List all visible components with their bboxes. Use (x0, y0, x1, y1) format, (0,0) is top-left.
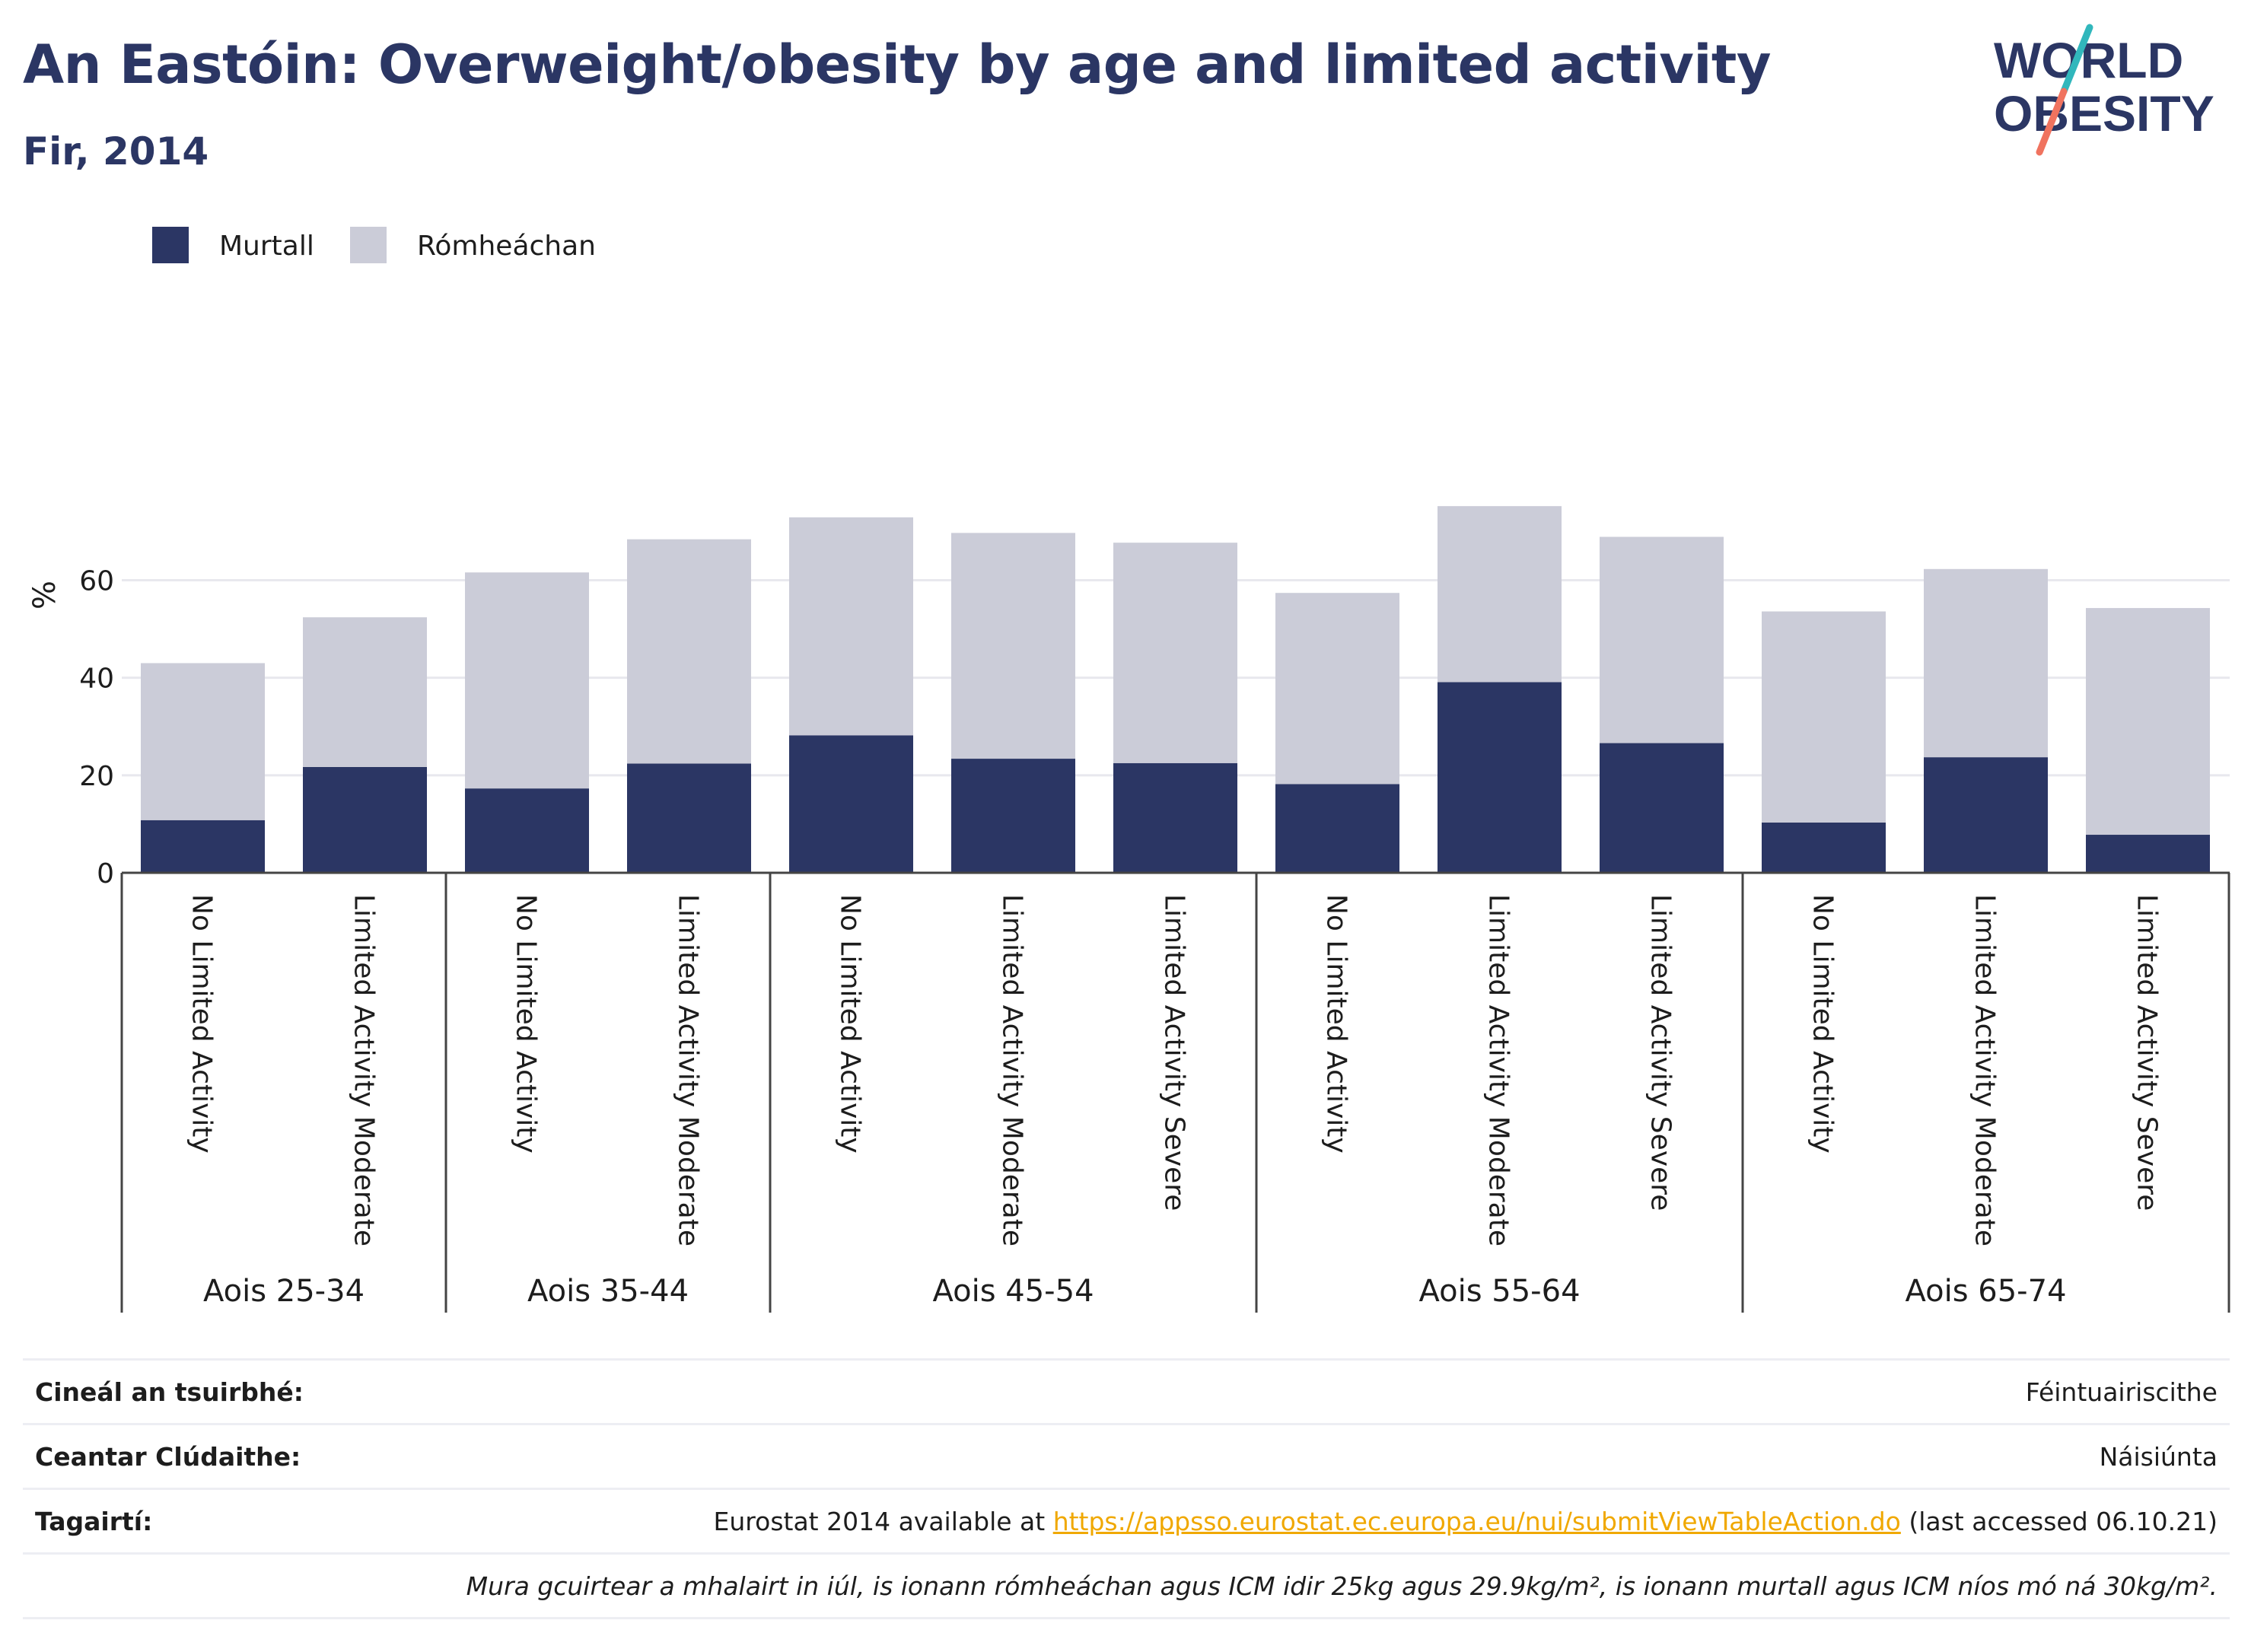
y-tick-label: 0 (97, 858, 114, 890)
y-tick-label: 40 (79, 664, 114, 695)
legend-swatch-romheachan (350, 227, 387, 263)
bar-murtall (1438, 682, 1562, 873)
x-category-label: Limited Activity Moderate (997, 894, 1028, 1246)
x-category-label: Limited Activity Moderate (1969, 894, 2001, 1246)
info-value: Féintuairiscithe (2025, 1377, 2218, 1407)
x-group-label: Aois 25-34 (203, 1274, 365, 1309)
x-group-label: Aois 65-74 (1905, 1274, 2066, 1309)
y-tick-label: 60 (79, 566, 114, 597)
logo-line-2: OBESITY (1994, 85, 2214, 142)
legend-label-romheachan: Rómheáchan (417, 231, 596, 262)
bar-romheachan (465, 572, 589, 789)
bar-murtall (951, 759, 1075, 873)
info-value: Náisiúnta (2099, 1442, 2218, 1472)
bar-murtall (1762, 822, 1886, 873)
x-category-label: Limited Activity Moderate (673, 894, 704, 1246)
chart-title: An Eastóin: Overweight/obesity by age an… (23, 33, 1771, 96)
logo-slash-coral (2036, 88, 2068, 156)
reference-suffix: (last accessed 06.10.21) (1900, 1507, 2218, 1536)
bar-murtall (2086, 835, 2210, 873)
x-axis: No Limited Activity Limited Activity Mode… (120, 871, 2230, 1313)
bar-murtall (303, 766, 427, 873)
bar-romheachan (627, 539, 751, 764)
bar-murtall (1924, 757, 2048, 873)
x-category-label: No Limited Activity (186, 894, 218, 1154)
bar-murtall (465, 788, 589, 873)
bar-romheachan (141, 663, 265, 820)
x-group-label: Aois 35-44 (527, 1274, 689, 1309)
bar-murtall (627, 763, 751, 873)
x-category-label: Limited Activity Severe (1159, 894, 1190, 1211)
y-axis-ticks: 0 20 40 60 (79, 566, 114, 890)
bar-murtall (141, 820, 265, 873)
definition-note: Mura gcuirtear a mhalairt in iúl, is ion… (466, 1571, 2218, 1601)
bars (141, 506, 2210, 873)
info-table: Cineál an tsuirbhé: Féintuairiscithe Cea… (23, 1358, 2230, 1619)
x-group-label: Aois 55-64 (1418, 1274, 1580, 1309)
x-category-label: No Limited Activity (511, 894, 542, 1154)
chart-subtitle: Fir, 2014 (23, 129, 209, 173)
y-axis-label: % (27, 581, 62, 610)
bar-romheachan (1275, 593, 1399, 785)
legend-swatch-murtall (152, 227, 189, 263)
bar-murtall (1275, 784, 1399, 873)
bar-romheachan (951, 533, 1075, 759)
info-row-survey-type: Cineál an tsuirbhé: Féintuairiscithe (23, 1358, 2230, 1423)
x-category-label: Limited Activity Severe (1645, 894, 1676, 1211)
bar-romheachan (303, 617, 427, 767)
bar-murtall (1113, 762, 1237, 873)
bar-romheachan (1113, 543, 1237, 763)
world-obesity-logo: WORLD OBESITY (1994, 24, 2214, 156)
info-row-coverage: Ceantar Clúdaithe: Náisiúnta (23, 1423, 2230, 1488)
bar-romheachan (2086, 608, 2210, 836)
bar-murtall (1600, 743, 1724, 873)
x-category-label: Limited Activity Moderate (349, 894, 380, 1246)
info-label: Ceantar Clúdaithe: (35, 1442, 301, 1472)
bar-romheachan (789, 517, 913, 736)
reference-prefix: Eurostat 2014 available at (713, 1507, 1053, 1536)
x-category-label: No Limited Activity (1807, 894, 1839, 1154)
bar-romheachan (1762, 611, 1886, 823)
x-category-label: Limited Activity Severe (2132, 894, 2163, 1211)
bar-romheachan (1600, 536, 1724, 743)
bar-romheachan (1438, 506, 1562, 683)
logo-line-1: WORLD (1994, 32, 2183, 88)
info-row-references: Tagairtí: Eurostat 2014 available at htt… (23, 1488, 2230, 1552)
x-category-label: No Limited Activity (835, 894, 866, 1154)
x-category-label: No Limited Activity (1321, 894, 1352, 1154)
legend: Murtall Rómheáchan (152, 227, 596, 263)
bar-murtall (789, 735, 913, 873)
stacked-bar-chart: Murtall Rómheáchan % 0 20 40 60 No Limited … (27, 227, 2230, 1313)
bar-romheachan (1924, 568, 2048, 758)
y-tick-label: 20 (79, 761, 114, 792)
reference-link[interactable]: https://appsso.eurostat.ec.europa.eu/nui… (1052, 1507, 1901, 1536)
legend-label-murtall: Murtall (219, 231, 314, 262)
info-value: Eurostat 2014 available at https://appss… (714, 1507, 2218, 1536)
info-row-note: Mura gcuirtear a mhalairt in iúl, is ion… (23, 1552, 2230, 1619)
info-label: Tagairtí: (35, 1507, 153, 1536)
info-label: Cineál an tsuirbhé: (35, 1377, 304, 1407)
x-group-label: Aois 45-54 (932, 1274, 1094, 1309)
logo-slash-teal (2060, 24, 2093, 95)
x-category-label: Limited Activity Moderate (1483, 894, 1514, 1246)
